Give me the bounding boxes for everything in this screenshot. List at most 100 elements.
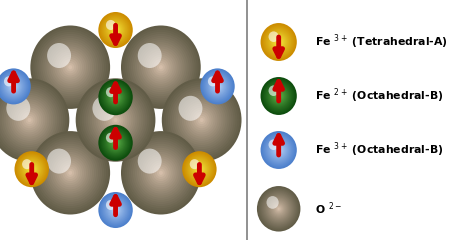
Ellipse shape	[105, 86, 126, 108]
Ellipse shape	[193, 162, 206, 176]
Ellipse shape	[109, 90, 122, 104]
Ellipse shape	[266, 29, 291, 55]
Ellipse shape	[106, 200, 116, 210]
Ellipse shape	[103, 84, 128, 111]
Ellipse shape	[276, 94, 281, 98]
Ellipse shape	[278, 208, 280, 210]
Ellipse shape	[191, 110, 211, 130]
Ellipse shape	[30, 131, 110, 215]
Ellipse shape	[196, 114, 208, 126]
Ellipse shape	[111, 138, 120, 147]
Ellipse shape	[113, 28, 118, 32]
Ellipse shape	[64, 167, 76, 179]
Ellipse shape	[111, 205, 120, 215]
Ellipse shape	[96, 99, 136, 141]
Ellipse shape	[125, 30, 197, 105]
Ellipse shape	[107, 21, 124, 39]
Ellipse shape	[111, 25, 120, 35]
Ellipse shape	[0, 87, 61, 153]
Ellipse shape	[113, 95, 118, 99]
Ellipse shape	[276, 148, 281, 152]
Ellipse shape	[138, 43, 162, 68]
Ellipse shape	[270, 33, 288, 52]
Ellipse shape	[8, 81, 19, 92]
Ellipse shape	[66, 169, 74, 177]
Ellipse shape	[267, 196, 291, 221]
Ellipse shape	[113, 141, 118, 145]
Ellipse shape	[98, 192, 133, 228]
Ellipse shape	[6, 78, 21, 94]
Ellipse shape	[32, 133, 108, 212]
Ellipse shape	[138, 149, 162, 174]
Ellipse shape	[112, 27, 119, 33]
Ellipse shape	[100, 103, 131, 137]
Ellipse shape	[47, 149, 71, 174]
Ellipse shape	[0, 68, 31, 104]
Ellipse shape	[3, 93, 55, 147]
Ellipse shape	[98, 79, 133, 115]
Ellipse shape	[100, 80, 132, 114]
Ellipse shape	[274, 204, 283, 213]
Ellipse shape	[263, 133, 294, 167]
Ellipse shape	[170, 87, 234, 153]
Ellipse shape	[194, 112, 210, 128]
Ellipse shape	[18, 108, 41, 132]
Ellipse shape	[264, 135, 293, 165]
Ellipse shape	[109, 136, 122, 150]
Ellipse shape	[46, 42, 94, 92]
Ellipse shape	[159, 171, 163, 175]
Text: Fe $^{2+}$ (Octahedral-B): Fe $^{2+}$ (Octahedral-B)	[315, 87, 443, 105]
Text: Fe $^{3+}$ (Octahedral-B): Fe $^{3+}$ (Octahedral-B)	[315, 141, 443, 159]
Ellipse shape	[272, 35, 285, 49]
Ellipse shape	[94, 97, 137, 143]
Ellipse shape	[0, 70, 30, 103]
Ellipse shape	[34, 135, 106, 210]
Ellipse shape	[13, 103, 46, 137]
Ellipse shape	[106, 133, 125, 153]
Ellipse shape	[6, 95, 54, 145]
Ellipse shape	[188, 157, 211, 182]
Ellipse shape	[24, 114, 36, 126]
Ellipse shape	[3, 75, 24, 98]
Ellipse shape	[5, 77, 22, 96]
Ellipse shape	[6, 96, 30, 121]
Ellipse shape	[270, 87, 288, 106]
Ellipse shape	[209, 77, 226, 96]
Ellipse shape	[257, 186, 301, 232]
Ellipse shape	[178, 95, 226, 145]
Ellipse shape	[166, 83, 237, 157]
Ellipse shape	[31, 168, 33, 170]
Ellipse shape	[275, 38, 282, 46]
Ellipse shape	[111, 93, 120, 102]
Ellipse shape	[44, 146, 96, 200]
Ellipse shape	[23, 160, 40, 178]
Ellipse shape	[273, 144, 284, 156]
Ellipse shape	[264, 193, 294, 225]
Ellipse shape	[208, 76, 227, 96]
Ellipse shape	[26, 116, 34, 124]
Ellipse shape	[274, 91, 283, 101]
Ellipse shape	[179, 96, 202, 121]
Ellipse shape	[129, 139, 193, 206]
Ellipse shape	[147, 53, 175, 82]
Ellipse shape	[100, 126, 132, 160]
Ellipse shape	[141, 152, 181, 194]
Ellipse shape	[203, 72, 231, 101]
Ellipse shape	[101, 195, 129, 225]
Ellipse shape	[12, 85, 15, 88]
Ellipse shape	[107, 88, 124, 106]
Ellipse shape	[88, 91, 144, 149]
Ellipse shape	[55, 156, 86, 190]
Ellipse shape	[115, 209, 117, 211]
Ellipse shape	[0, 80, 67, 160]
Ellipse shape	[110, 92, 121, 103]
Ellipse shape	[274, 145, 283, 155]
Ellipse shape	[273, 90, 284, 102]
Ellipse shape	[100, 127, 131, 159]
Ellipse shape	[135, 40, 187, 94]
Ellipse shape	[106, 133, 116, 143]
Ellipse shape	[115, 142, 117, 144]
Ellipse shape	[82, 84, 149, 156]
Text: Fe $^{3+}$ (Tetrahedral-A): Fe $^{3+}$ (Tetrahedral-A)	[315, 33, 448, 51]
Ellipse shape	[21, 158, 43, 180]
